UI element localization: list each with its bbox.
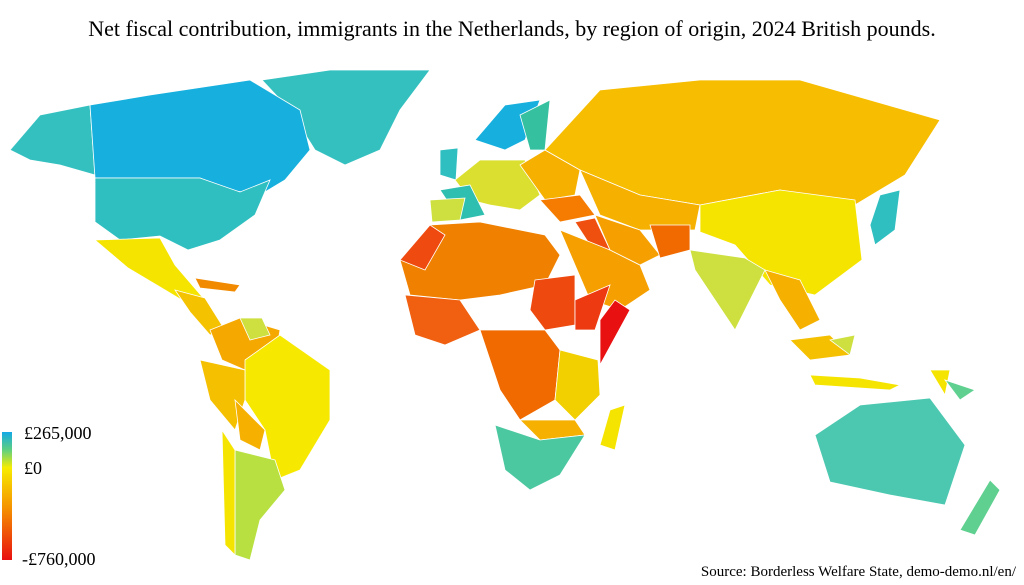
legend-bar xyxy=(2,432,12,560)
source: Source: Borderless Welfare State, demo-d… xyxy=(701,564,1017,580)
legend-label: -£760,000 xyxy=(22,549,96,569)
countries xyxy=(9,69,1001,561)
title: Net fiscal contribution, immigrants in t… xyxy=(88,16,935,41)
legend-label: £265,000 xyxy=(24,423,92,443)
legend-label: £0 xyxy=(24,458,42,478)
